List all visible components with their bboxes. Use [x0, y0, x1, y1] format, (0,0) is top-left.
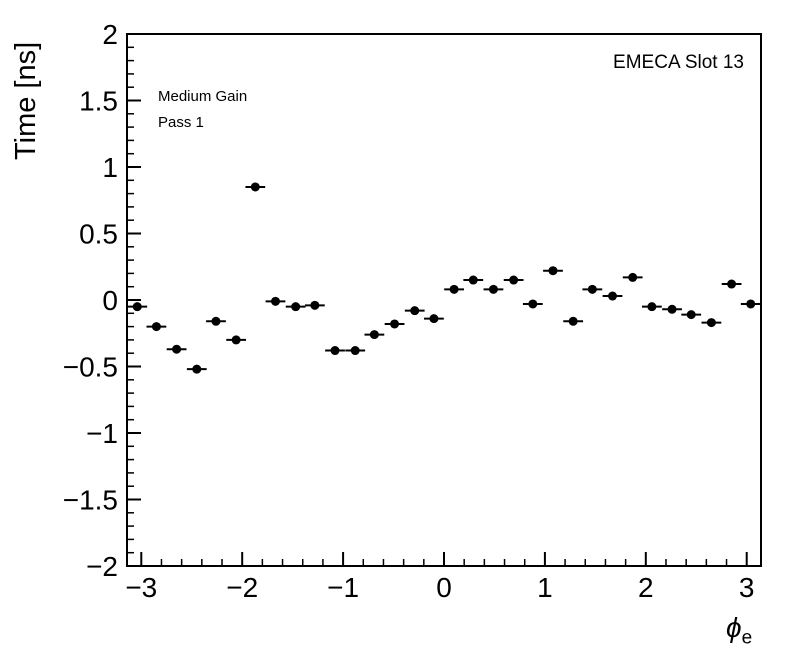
svg-text:1: 1	[102, 152, 118, 183]
svg-text:1.5: 1.5	[79, 86, 118, 117]
svg-text:3: 3	[739, 572, 755, 603]
phi-subscript: e	[741, 627, 753, 649]
svg-text:1: 1	[537, 572, 553, 603]
annotation-pass: Pass 1	[158, 114, 204, 131]
svg-text:−3: −3	[125, 572, 157, 603]
svg-text:0.5: 0.5	[79, 219, 118, 250]
x-axis-title: ϕe	[726, 612, 752, 650]
svg-text:−2: −2	[226, 572, 258, 603]
annotation-medium-gain: Medium Gain	[158, 88, 248, 105]
svg-text:−2: −2	[86, 551, 118, 582]
svg-text:0: 0	[102, 285, 118, 316]
y-axis-title: Time [ns]	[10, 41, 42, 160]
phi-symbol: ϕ	[726, 612, 742, 643]
svg-text:−1: −1	[86, 418, 118, 449]
svg-text:2: 2	[102, 19, 118, 50]
svg-text:−1: −1	[327, 572, 359, 603]
svg-text:2: 2	[638, 572, 654, 603]
svg-text:0: 0	[436, 572, 452, 603]
svg-text:−0.5: −0.5	[63, 352, 118, 383]
svg-text:−1.5: −1.5	[63, 485, 118, 516]
annotation-emeca-slot: EMECA Slot 13	[613, 52, 744, 73]
